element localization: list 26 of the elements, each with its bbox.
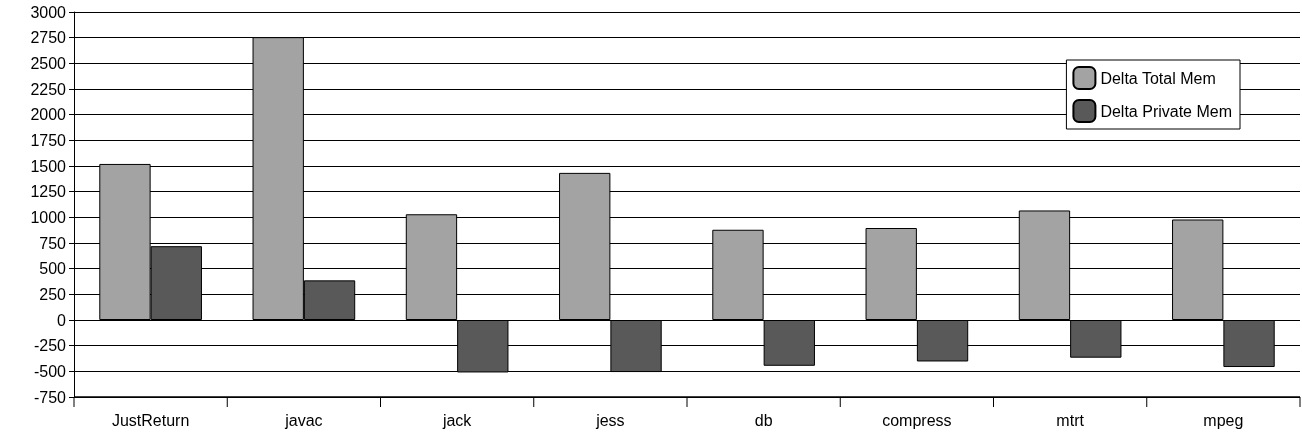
y-tick-label: -500: [33, 362, 67, 380]
y-tick-label: 250: [39, 285, 67, 303]
y-tick-label: 750: [39, 234, 67, 252]
y-tick-label: 1000: [30, 208, 67, 226]
y-tick-label: 1750: [30, 131, 67, 149]
x-tick-label: db: [754, 411, 773, 429]
y-tick-label: 2000: [30, 106, 67, 124]
x-tick-label: JustReturn: [111, 411, 190, 429]
y-tick-label: 0: [57, 311, 67, 329]
y-tick-label: 1500: [30, 157, 67, 175]
x-tick-label: compress: [882, 411, 952, 429]
y-tick-label: 3000: [30, 3, 67, 21]
x-tick-label: mtrt: [1056, 411, 1085, 429]
x-tick-label: mpeg: [1203, 411, 1244, 429]
x-tick-label: jess: [595, 411, 625, 429]
y-tick-label: 500: [39, 260, 67, 278]
legend-label: Delta Total Mem: [1100, 69, 1216, 87]
x-tick-label: jack: [441, 411, 473, 429]
y-tick-label: -750: [33, 388, 67, 406]
legend-label: Delta Private Mem: [1100, 102, 1232, 120]
y-tick-label: -250: [33, 337, 67, 355]
y-tick-label: 2250: [30, 80, 67, 98]
y-tick-label: 2500: [30, 54, 67, 72]
y-tick-label: 2750: [30, 29, 67, 47]
x-tick-label: javac: [284, 411, 323, 429]
y-tick-label: 1250: [30, 183, 67, 201]
